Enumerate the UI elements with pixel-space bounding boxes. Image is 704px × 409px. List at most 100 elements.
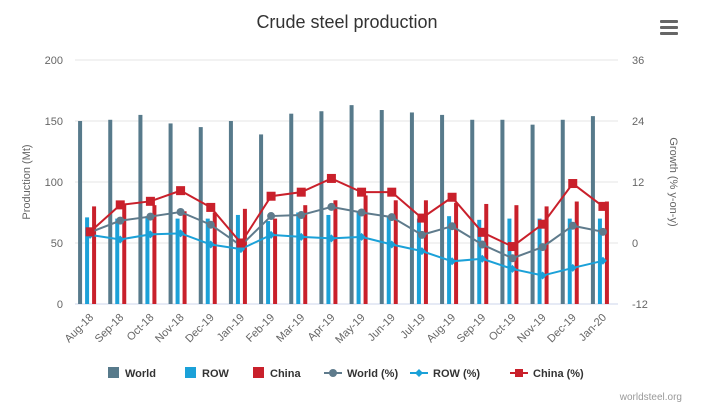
legend-row[interactable]: ROW (%): [410, 368, 480, 380]
bar-china: [92, 206, 97, 304]
legend-china[interactable]: China: [253, 367, 301, 380]
marker-china: [326, 173, 336, 183]
marker-world: [387, 213, 396, 222]
x-tick-label: Dec-19: [183, 312, 217, 346]
bar-row: [416, 218, 421, 304]
bar-row: [326, 214, 331, 304]
bar-row: [175, 218, 180, 304]
bar-china: [544, 206, 549, 304]
marker-row: [568, 263, 577, 272]
credits-text[interactable]: worldsteel.org: [619, 392, 682, 403]
bar-row: [235, 214, 240, 304]
legend-row-label: ROW: [202, 368, 230, 380]
x-tick-label: Jan-20: [577, 312, 609, 344]
bar-china: [514, 205, 519, 304]
marker-world: [568, 221, 577, 230]
x-tick-label: Dec-19: [545, 312, 579, 346]
bar-world: [470, 119, 475, 304]
x-tick-label: Jan-19: [215, 312, 247, 344]
legend-china-swatch: [253, 367, 264, 378]
marker-world: [116, 216, 125, 225]
bar-china: [152, 205, 157, 304]
marker-china: [417, 213, 427, 223]
marker-china: [447, 192, 457, 202]
marker-row: [267, 230, 276, 239]
bar-row: [85, 217, 90, 304]
marker-china: [507, 242, 517, 252]
marker-world: [297, 211, 306, 220]
marker-china: [85, 227, 95, 237]
marker-china: [206, 202, 216, 212]
marker-world: [417, 230, 426, 239]
marker-china: [357, 187, 367, 197]
bar-china: [574, 201, 579, 304]
bar-row: [115, 218, 120, 304]
legend-china[interactable]: China (%): [510, 368, 584, 380]
y-right-tick-label: 24: [632, 116, 644, 128]
bar-china: [454, 202, 459, 304]
x-tick-label: Mar-19: [274, 312, 307, 345]
marker-china: [538, 219, 548, 229]
marker-world: [327, 202, 336, 211]
legend-china-label: China: [270, 368, 301, 380]
marker-row: [327, 234, 336, 243]
legend-world-swatch: [108, 367, 119, 378]
bar-china: [393, 200, 398, 304]
bar-world: [289, 113, 294, 305]
bar-row: [386, 216, 391, 304]
marker-row: [206, 240, 215, 249]
marker-row: [387, 240, 396, 249]
y-left-tick-label: 200: [45, 55, 63, 67]
legend-world-label: World: [125, 368, 156, 380]
bar-row: [567, 218, 572, 304]
marker-row: [508, 264, 517, 273]
bar-world: [78, 121, 83, 304]
legend-china-swatch-marker: [515, 369, 523, 377]
x-tick-label: May-19: [333, 312, 367, 346]
marker-china: [568, 179, 578, 189]
marker-world: [478, 240, 487, 249]
marker-row: [478, 254, 487, 263]
bar-world: [108, 119, 113, 304]
x-tick-label: Sep-18: [93, 312, 127, 346]
y-left-tick-label: 150: [45, 116, 63, 128]
marker-world: [176, 207, 185, 216]
legend-row-label: ROW (%): [433, 368, 480, 380]
y-left-tick-label: 0: [57, 299, 63, 311]
legend-world[interactable]: World (%): [324, 368, 398, 380]
legend-world-swatch-marker: [329, 369, 337, 377]
chart-title: Crude steel production: [256, 12, 438, 32]
hamburger-menu-icon[interactable]: [660, 20, 678, 36]
bar-world: [228, 121, 233, 304]
legend-row-swatch: [185, 367, 196, 378]
marker-china: [387, 187, 397, 197]
bar-china: [604, 201, 609, 304]
bar-row: [145, 216, 150, 304]
marker-world: [538, 243, 547, 252]
marker-china: [266, 191, 276, 201]
x-tick-label: Sep-19: [455, 312, 489, 346]
bar-row: [507, 218, 512, 304]
marker-world: [448, 222, 457, 231]
bar-row: [477, 219, 482, 304]
legend-row[interactable]: ROW: [185, 367, 230, 380]
marker-china: [145, 196, 155, 206]
bar-china: [303, 205, 308, 304]
line-china: [89, 177, 604, 248]
marker-china: [115, 200, 125, 210]
x-tick-label: Oct-18: [125, 312, 157, 344]
marker-row: [176, 229, 185, 238]
x-tick-label: Oct-19: [487, 312, 519, 344]
bar-row: [266, 221, 271, 304]
bar-china: [273, 218, 278, 304]
bar-china: [363, 195, 368, 304]
legend-world[interactable]: World: [108, 367, 156, 380]
line-row: [89, 232, 604, 277]
x-tick-label: Aug-18: [63, 312, 97, 346]
marker-world: [598, 227, 607, 236]
y-right-tick-label: -12: [632, 299, 648, 311]
marker-world: [267, 212, 276, 221]
bar-row: [296, 212, 301, 304]
y-right-axis-title: Growth (% y-on-y): [667, 137, 679, 226]
